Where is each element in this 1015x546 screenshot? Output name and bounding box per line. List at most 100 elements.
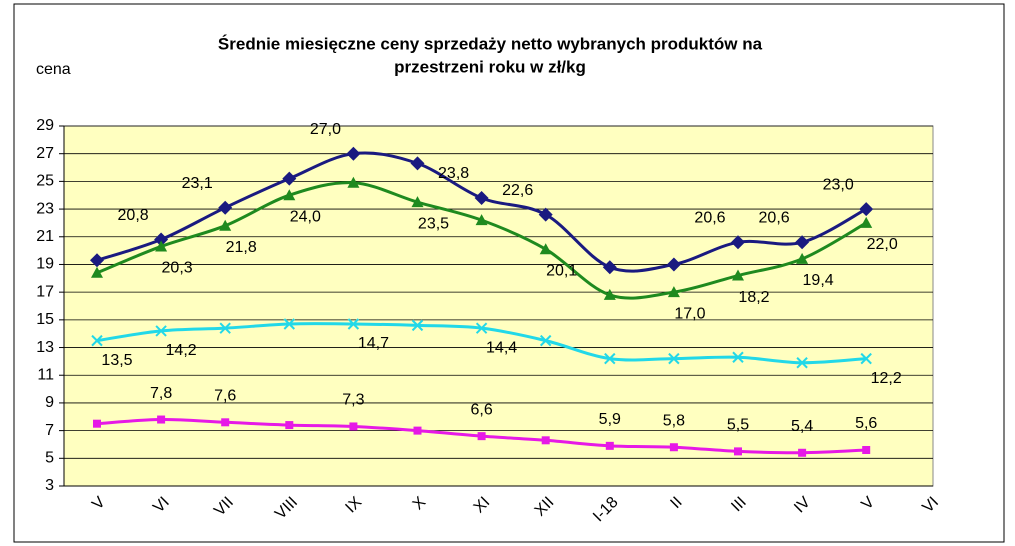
chart-title: przestrzeni roku w zł/kg bbox=[394, 57, 586, 76]
chart-title: Średnie miesięczne ceny sprzedaży netto … bbox=[218, 34, 763, 53]
marker bbox=[347, 318, 360, 330]
marker bbox=[666, 257, 681, 272]
data-label: 5,8 bbox=[663, 412, 685, 429]
data-label: 5,5 bbox=[727, 417, 749, 434]
marker bbox=[605, 441, 614, 450]
y-tick-label: 19 bbox=[36, 256, 54, 273]
marker bbox=[285, 421, 294, 430]
marker bbox=[539, 334, 552, 347]
y-tick-label: 23 bbox=[36, 200, 54, 217]
marker bbox=[477, 432, 486, 441]
marker bbox=[860, 352, 872, 365]
marker bbox=[90, 253, 104, 268]
marker bbox=[796, 357, 808, 369]
data-label: 7,3 bbox=[342, 392, 364, 409]
marker bbox=[413, 426, 422, 435]
y-tick-label: 25 bbox=[36, 173, 54, 190]
data-label: 13,5 bbox=[101, 352, 132, 369]
marker bbox=[411, 196, 424, 208]
marker bbox=[734, 447, 742, 456]
marker bbox=[795, 235, 810, 250]
data-label: 12,2 bbox=[871, 370, 902, 387]
marker bbox=[604, 352, 616, 365]
marker bbox=[219, 219, 232, 231]
marker bbox=[603, 288, 616, 300]
marker bbox=[283, 318, 296, 330]
data-label: 5,6 bbox=[855, 415, 877, 432]
marker bbox=[154, 232, 169, 247]
data-label: 23,8 bbox=[438, 165, 469, 182]
data-label: 27,0 bbox=[310, 121, 341, 138]
marker bbox=[732, 351, 744, 363]
data-label: 23,0 bbox=[823, 176, 854, 193]
y-tick-label: 3 bbox=[45, 477, 54, 494]
marker bbox=[349, 422, 358, 431]
marker bbox=[219, 322, 231, 334]
data-label: 14,2 bbox=[166, 342, 197, 359]
data-label: 14,7 bbox=[358, 335, 389, 352]
y-tick-label: 13 bbox=[36, 339, 54, 356]
data-label: 22,6 bbox=[502, 182, 533, 199]
data-label: 18,2 bbox=[738, 289, 769, 306]
data-label: 7,8 bbox=[150, 385, 172, 402]
marker bbox=[539, 243, 552, 255]
marker bbox=[541, 436, 550, 445]
marker bbox=[798, 448, 807, 457]
marker bbox=[410, 156, 425, 171]
marker bbox=[346, 146, 361, 161]
data-label: 22,0 bbox=[867, 236, 898, 253]
y-tick-label: 9 bbox=[45, 394, 54, 411]
marker bbox=[731, 235, 745, 250]
y-tick-label: 17 bbox=[36, 283, 54, 300]
marker bbox=[155, 240, 168, 252]
y-axis-label: cena bbox=[36, 61, 71, 78]
data-label: 14,4 bbox=[486, 339, 517, 356]
y-tick-label: 11 bbox=[37, 366, 54, 383]
marker bbox=[218, 200, 233, 215]
marker bbox=[862, 446, 871, 454]
y-tick-label: 5 bbox=[45, 450, 54, 467]
data-label: 20,3 bbox=[162, 260, 193, 277]
y-tick-label: 27 bbox=[36, 145, 54, 162]
y-tick-label: 7 bbox=[45, 422, 54, 439]
marker bbox=[669, 443, 678, 452]
marker bbox=[667, 286, 680, 298]
data-label: 20,6 bbox=[759, 210, 790, 227]
y-tick-label: 29 bbox=[36, 117, 54, 134]
marker bbox=[796, 252, 809, 264]
data-label: 20,6 bbox=[694, 210, 725, 227]
marker bbox=[602, 260, 617, 275]
marker bbox=[732, 269, 744, 281]
data-label: 19,4 bbox=[803, 272, 834, 289]
marker bbox=[282, 171, 297, 186]
plot-area bbox=[63, 125, 934, 487]
marker bbox=[91, 266, 103, 278]
marker bbox=[860, 216, 873, 228]
marker bbox=[283, 189, 296, 201]
marker bbox=[91, 334, 103, 347]
y-tick-label: 15 bbox=[36, 311, 54, 328]
marker bbox=[474, 191, 489, 205]
data-label: 20,1 bbox=[546, 262, 577, 279]
data-label: 5,9 bbox=[599, 411, 621, 428]
marker bbox=[155, 325, 167, 337]
marker bbox=[668, 352, 680, 365]
data-label: 6,6 bbox=[470, 401, 492, 418]
data-label: 23,5 bbox=[418, 215, 449, 232]
marker bbox=[411, 319, 424, 332]
marker bbox=[157, 415, 166, 424]
marker bbox=[475, 322, 488, 334]
data-label: 20,8 bbox=[118, 207, 149, 224]
data-label: 21,8 bbox=[226, 239, 257, 256]
data-label: 5,4 bbox=[791, 418, 813, 435]
marker bbox=[475, 214, 488, 226]
marker bbox=[93, 419, 101, 428]
y-tick-label: 21 bbox=[36, 228, 54, 245]
marker bbox=[221, 418, 230, 427]
data-label: 24,0 bbox=[290, 208, 321, 225]
data-label: 7,6 bbox=[214, 388, 236, 405]
marker bbox=[347, 176, 360, 188]
marker bbox=[538, 207, 553, 222]
data-label: 17,0 bbox=[674, 305, 705, 322]
data-label: 23,1 bbox=[182, 175, 213, 192]
